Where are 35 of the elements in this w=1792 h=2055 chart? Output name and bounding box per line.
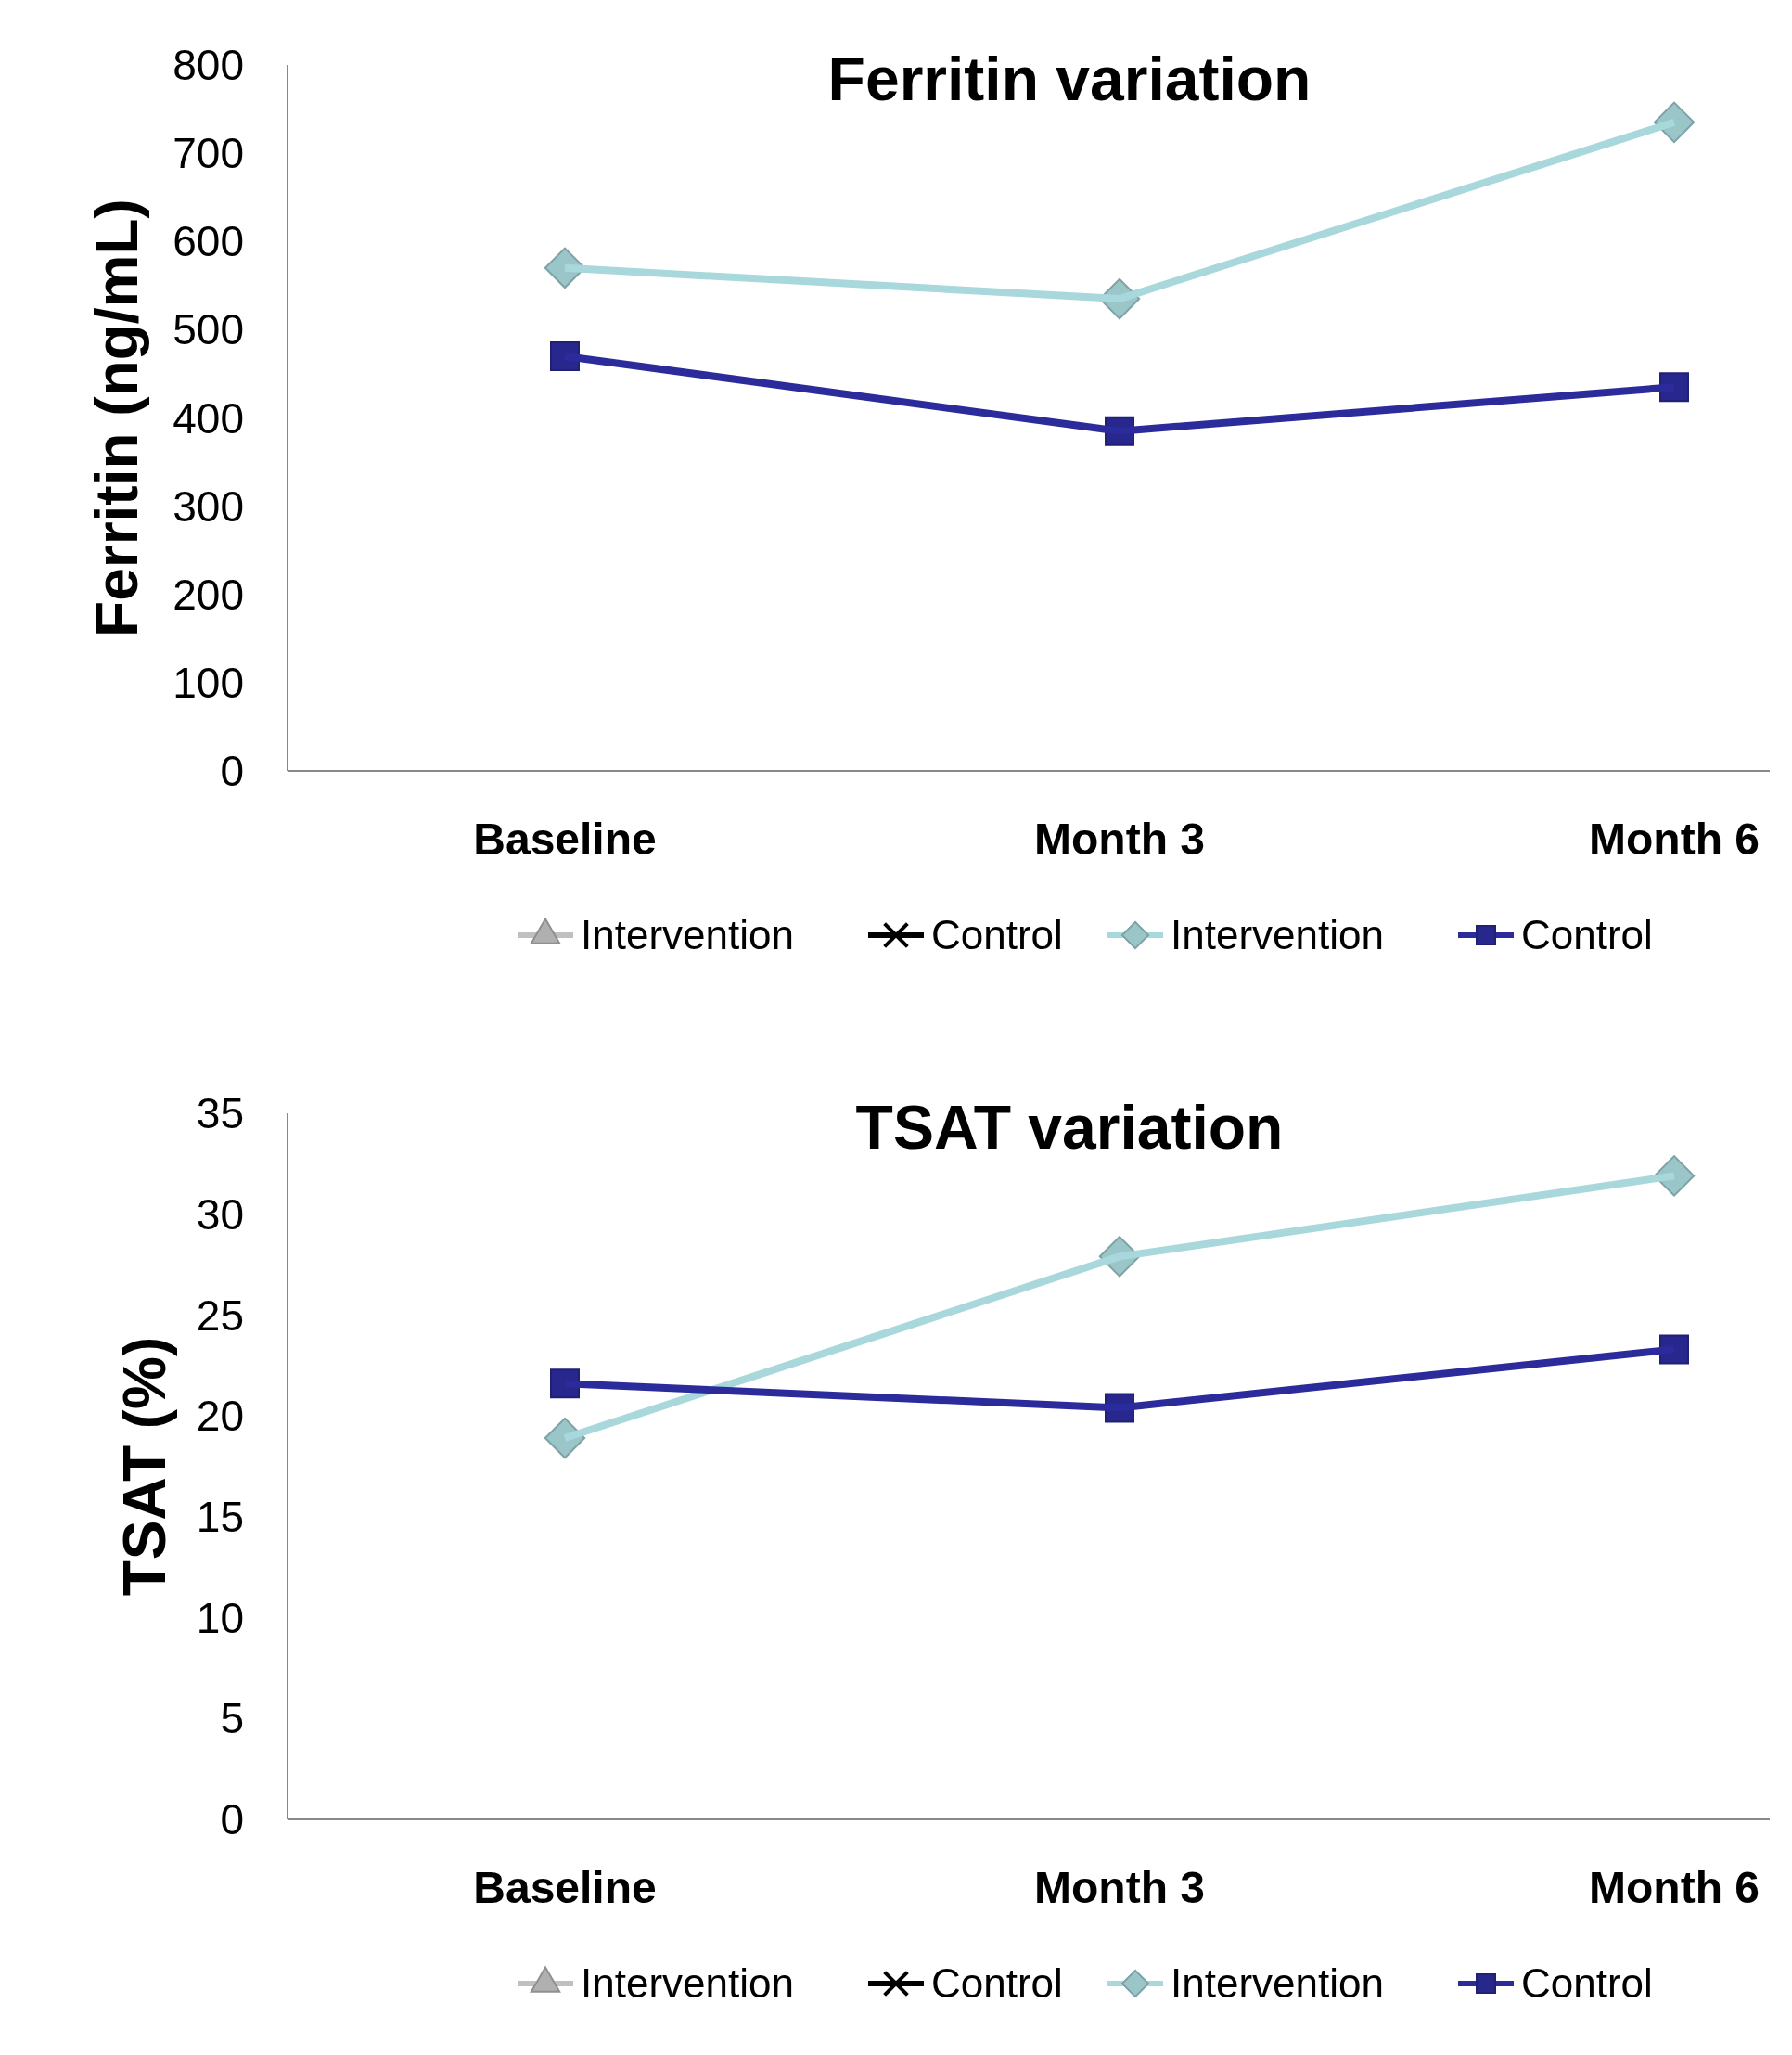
y-tick-label: 700 [173,129,244,178]
legend-label: Intervention [581,1960,794,2007]
legend-label: Control [1521,912,1653,958]
legend-label: Control [1521,1960,1653,2007]
y-tick-label: 100 [173,658,244,707]
y-axis-title: Ferritin (ng/mL) [83,199,150,637]
y-tick-label: 400 [173,393,244,443]
y-tick-label: 0 [220,1795,244,1844]
x-tick-label: Month 3 [1034,815,1205,864]
x-tick-label: Baseline [473,1863,657,1912]
y-tick-label: 600 [173,217,244,266]
chart-title: Ferritin variation [827,45,1312,113]
y-tick-label: 15 [196,1492,244,1541]
x-tick-label: Month 3 [1034,1863,1205,1912]
y-tick-label: 800 [173,41,244,90]
legend-label: Control [931,912,1063,958]
y-tick-label: 5 [220,1694,244,1743]
y-tick-label: 300 [173,482,244,531]
y-tick-label: 10 [196,1593,244,1642]
chart-title: TSAT variation [855,1093,1284,1162]
y-tick-label: 35 [196,1089,244,1138]
y-axis-title: TSAT (%) [111,1336,178,1597]
legend-label: Intervention [1171,912,1384,958]
y-tick-label: 200 [173,570,244,619]
legend-label: Control [931,1960,1063,2007]
legend-label: Intervention [581,912,794,958]
legend-label: Intervention [1171,1960,1384,2007]
y-tick-label: 25 [196,1291,244,1340]
x-tick-label: Month 6 [1589,1863,1760,1912]
y-tick-label: 20 [196,1392,244,1441]
x-tick-label: Month 6 [1589,815,1760,864]
x-tick-label: Baseline [473,815,657,864]
y-tick-label: 30 [196,1189,244,1239]
y-tick-label: 0 [220,747,244,796]
y-tick-label: 500 [173,305,244,354]
